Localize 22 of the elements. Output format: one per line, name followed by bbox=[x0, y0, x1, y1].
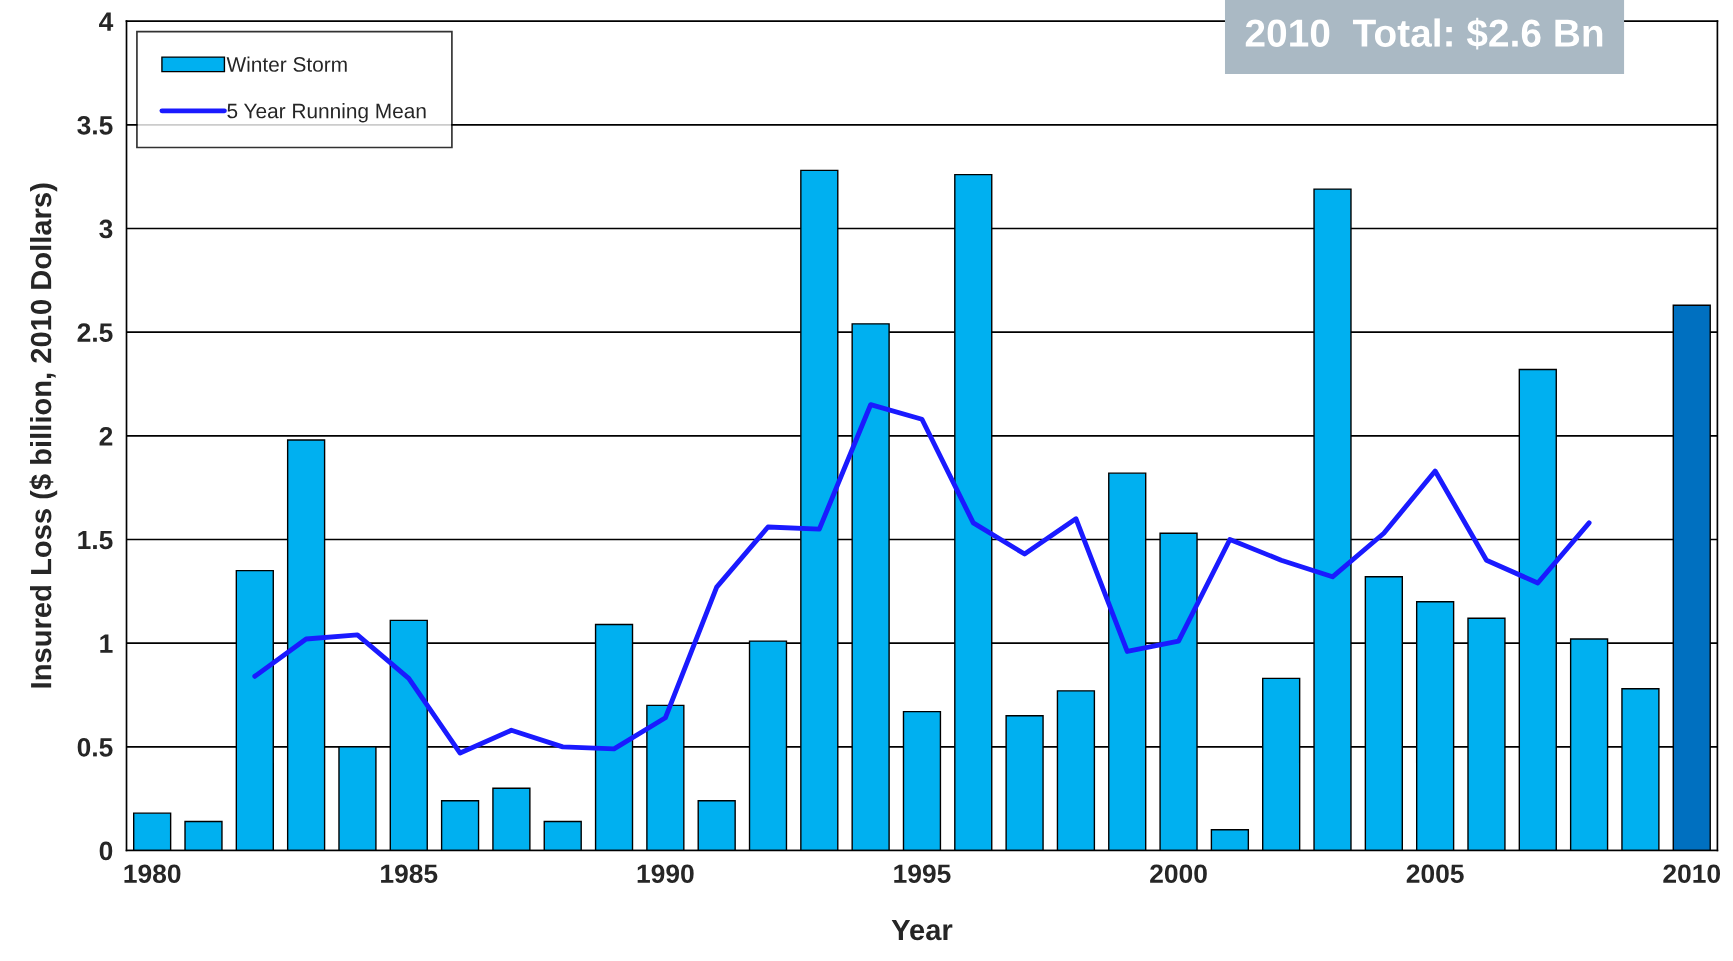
y-tick-label: 0.5 bbox=[77, 737, 113, 757]
annotation: 2010 Total: $2.6 Bn bbox=[1245, 17, 1603, 50]
x-tick-label: 1995 bbox=[894, 864, 951, 884]
y-tick-label: 3 bbox=[99, 219, 113, 239]
y-tick-label: 2 bbox=[99, 426, 113, 446]
legend-label: 5 Year Running Mean bbox=[227, 103, 426, 123]
x-tick-label: 2010 bbox=[1663, 864, 1721, 884]
x-tick-label: 2005 bbox=[1406, 864, 1464, 884]
y-axis-title: Insured Loss ($ billion, 2010 Dollars) bbox=[29, 183, 58, 688]
y-tick-label: 4 bbox=[99, 12, 114, 31]
line-series bbox=[252, 402, 1592, 756]
x-tick-label: 1985 bbox=[381, 864, 438, 884]
y-tick-label: 1.5 bbox=[78, 530, 113, 550]
y-tick-label: 2.5 bbox=[77, 323, 113, 342]
y-tick-label: 3.5 bbox=[77, 115, 113, 135]
x-tick-label: 2000 bbox=[1150, 864, 1207, 884]
y-tick-label: 0 bbox=[99, 841, 113, 861]
x-axis-title: Year bbox=[891, 919, 953, 941]
legend-label: Winter Storm bbox=[226, 56, 347, 72]
x-tick-label: 1990 bbox=[637, 864, 694, 884]
x-tick-label: 1980 bbox=[124, 864, 181, 884]
y-tick-label: 1 bbox=[100, 634, 113, 653]
